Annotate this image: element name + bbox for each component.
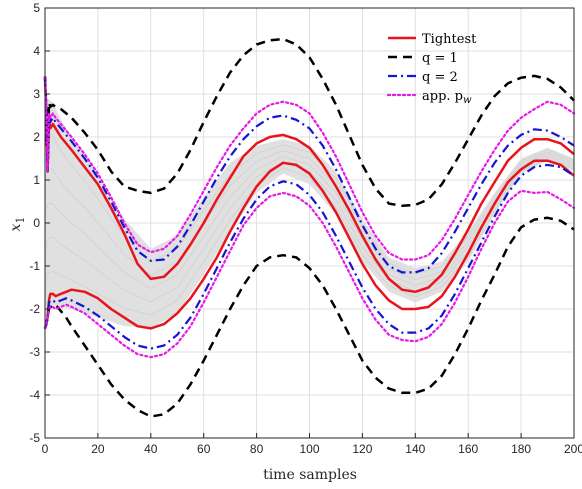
legend-label-main: Tightest [422,32,477,47]
series-line-3-lower [43,163,575,350]
y-tick-label: 5 [33,1,40,15]
legend-label-main: app. p [422,89,463,104]
y-tick-label: -5 [29,431,40,445]
y-axis-label-main: x [8,223,24,231]
x-axis-label: time samples [263,467,357,483]
y-tick-label: 1 [33,173,40,187]
y-tick-label: 3 [33,87,40,101]
y-tick-label: -1 [29,259,40,273]
y-axis-label: x1 [8,217,27,232]
legend-label-subscript: w [463,95,472,106]
legend-label: q = 1 [422,51,458,66]
trajectory-strand [44,153,575,290]
legend-label-main: q = 2 [422,70,458,85]
y-axis-label-subscript: 1 [14,217,27,224]
series-line-2-lower [43,216,575,418]
x-tick-label: 200 [564,442,582,456]
axis-ticks: 0 20 40 60 80 100 120 140 160 180 200 -5 -4 -3 -2 -1 0 1 2… [29,1,582,456]
legend-label: q = 2 [422,70,458,85]
series-line-3-upper [43,76,575,274]
y-tick-label: -2 [29,302,40,316]
trajectory-strand [44,150,575,281]
x-tick-label: 80 [250,442,264,456]
y-tick-label: 0 [33,216,40,230]
legend-label: app. pw [422,89,472,106]
series-line-4-upper [43,75,576,261]
trajectory-strand [44,132,575,275]
y-tick-label: -4 [29,388,40,402]
series-line-1-lower [43,159,575,330]
series-line-1-upper [43,76,575,294]
series-layer [43,37,576,418]
x-tick-label: 20 [91,442,105,456]
x-tick-label: 180 [511,442,531,456]
series-line-2-upper [43,37,575,208]
x-tick-label: 160 [458,442,478,456]
legend-label: Tightest [422,32,477,47]
x-tick-label: 40 [144,442,158,456]
series-line-4-lower [43,189,576,359]
legend-label-main: q = 1 [422,51,458,66]
y-tick-label: 2 [33,130,40,144]
y-tick-label: 4 [33,44,40,58]
x-tick-label: 0 [42,442,49,456]
x-tick-label: 60 [197,442,211,456]
y-tick-label: -3 [29,345,40,359]
x-tick-label: 120 [352,442,372,456]
trajectory-band-area [45,98,574,329]
x-tick-label: 100 [299,442,319,456]
x-tick-label: 140 [405,442,425,456]
legend: Tightest q = 1 q = 2 app. pw [386,32,477,106]
